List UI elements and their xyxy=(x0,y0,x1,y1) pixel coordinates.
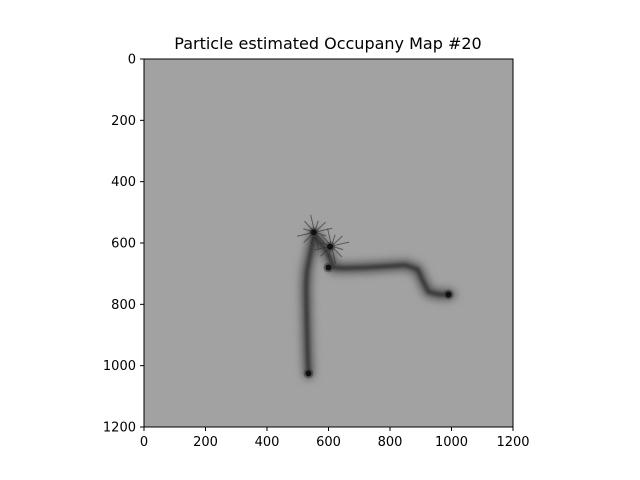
x-axis: 0 200 400 600 800 1000 1200 xyxy=(140,427,530,450)
y-tick-label: 600 xyxy=(111,237,136,252)
trajectory-core xyxy=(304,232,452,375)
chart-title: Particle estimated Occupany Map #20 xyxy=(174,34,481,53)
y-tick-label: 800 xyxy=(111,298,136,313)
occupied-spots xyxy=(303,227,454,379)
x-tick-label: 1200 xyxy=(496,435,529,450)
x-tick-label: 400 xyxy=(255,435,280,450)
occupied-spot xyxy=(305,370,312,377)
trajectory-line xyxy=(304,232,452,375)
y-tick-label: 0 xyxy=(128,53,136,68)
x-tick-label: 800 xyxy=(378,435,403,450)
x-tick-label: 0 xyxy=(140,435,148,450)
occupied-spot xyxy=(325,264,332,271)
occupied-spot xyxy=(445,291,452,298)
y-tick-label: 200 xyxy=(111,114,136,129)
x-tick-label: 200 xyxy=(193,435,218,450)
occupied-spot xyxy=(327,243,334,250)
x-tick-label: 1000 xyxy=(435,435,468,450)
y-tick-label: 400 xyxy=(111,175,136,190)
y-axis: 0 200 400 600 800 1000 1200 xyxy=(103,53,144,436)
y-tick-label: 1200 xyxy=(103,421,136,436)
occupied-spot xyxy=(310,229,317,236)
map-layer xyxy=(296,214,457,380)
y-tick-label: 1000 xyxy=(103,359,136,374)
x-tick-label: 600 xyxy=(316,435,341,450)
